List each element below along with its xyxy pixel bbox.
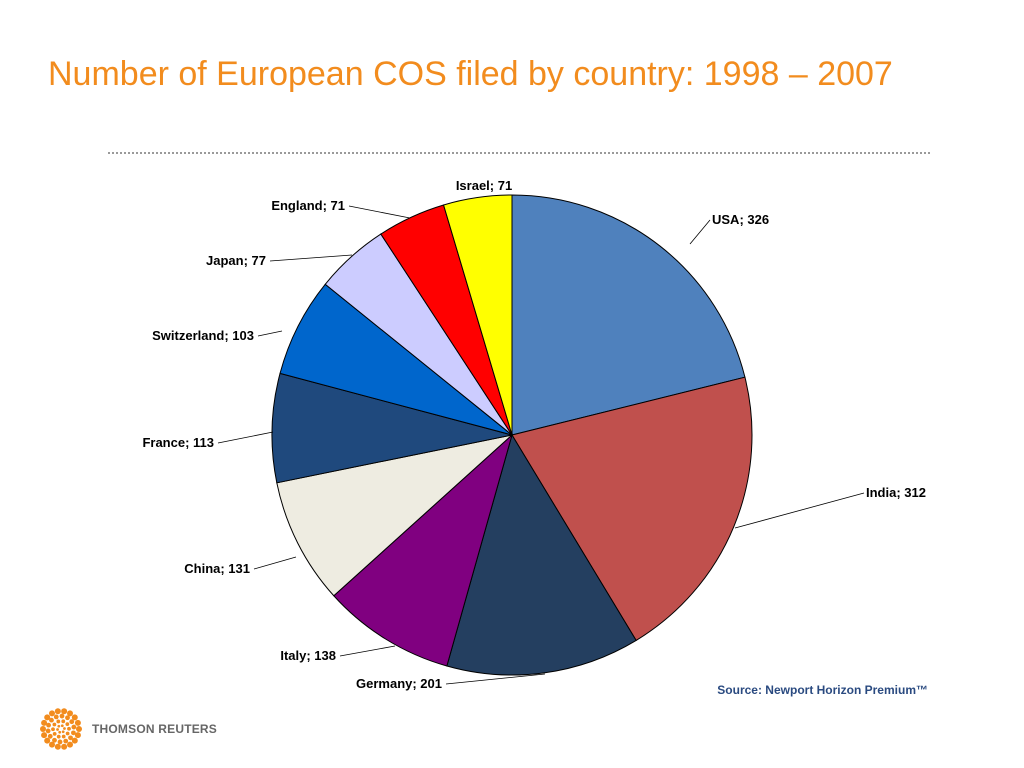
pie-slice-germany [446, 433, 637, 676]
chart-title: Number of European COS filed by country:… [48, 55, 893, 93]
title-divider [108, 152, 930, 154]
pie-slice-india [511, 376, 753, 642]
leader-line-england [348, 205, 411, 219]
leader-line-germany [445, 673, 546, 685]
data-label-germany: Germany; 201 [356, 676, 442, 691]
pie-slices [271, 194, 753, 676]
data-label-france: France; 113 [142, 435, 214, 450]
data-label-israel: Israel; 71 [456, 178, 512, 193]
leader-line-italy [339, 645, 396, 657]
thomson-reuters-logo [40, 708, 82, 750]
pie-slice-italy [333, 433, 513, 667]
leader-line-india [734, 492, 865, 529]
pie-slice-china [276, 434, 514, 597]
pie-slice-france [271, 372, 513, 484]
leader-line-france [217, 431, 274, 444]
data-label-india: India; 312 [866, 485, 926, 500]
data-label-england: England; 71 [271, 198, 345, 213]
brand-name: THOMSON REUTERS [92, 722, 218, 736]
data-label-japan: Japan; 77 [206, 253, 266, 268]
pie-slice-usa [511, 194, 746, 436]
leader-line-china [253, 556, 297, 570]
brand-footer: THOMSON REUTERS [40, 708, 217, 750]
pie-slice-israel [442, 194, 513, 436]
leader-line-japan [269, 254, 353, 262]
source-note: Source: Newport Horizon Premium™ [717, 683, 928, 697]
data-label-usa: USA; 326 [712, 212, 769, 227]
pie-labels: USA; 326 India; 312 Germany; 201 Italy; 138… [142, 178, 926, 691]
data-label-china: China; 131 [184, 561, 250, 576]
data-label-italy: Italy; 138 [280, 648, 336, 663]
data-label-switzerland: Switzerland; 103 [152, 328, 254, 343]
leader-line-switzerland [257, 330, 283, 337]
leader-line-usa [689, 219, 711, 245]
